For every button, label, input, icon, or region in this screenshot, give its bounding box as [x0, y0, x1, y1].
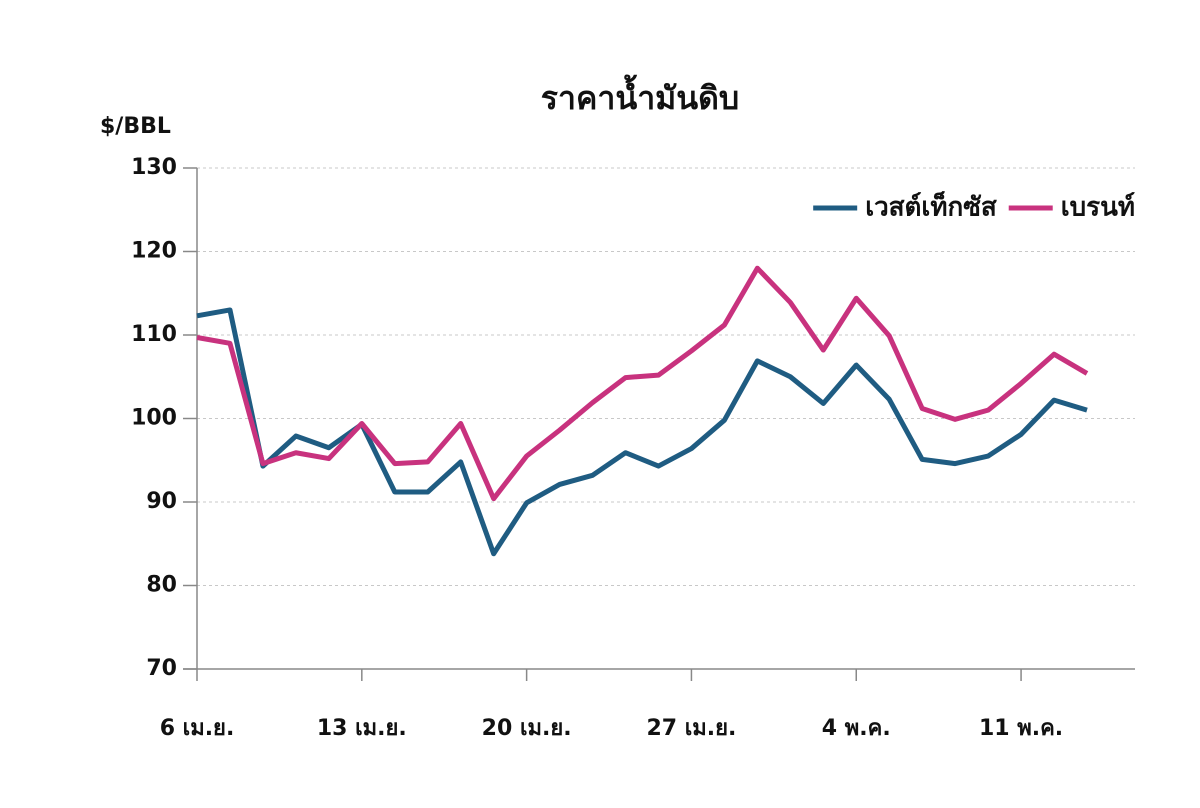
x-tick-label: 11 พ.ค. [979, 716, 1063, 741]
series-line [196, 265, 1089, 502]
x-tick-label: 4 พ.ค. [822, 716, 891, 741]
y-tick-label: 100 [131, 406, 177, 431]
legend-label: เวสต์เท็กซัส [865, 191, 997, 223]
series-line [196, 307, 1088, 557]
y-tick-label: 120 [131, 239, 177, 264]
chart-title: ราคาน้ำมันดิบ [541, 74, 739, 117]
x-tick-label: 20 เม.ย. [482, 716, 572, 741]
y-tick-label: 80 [146, 573, 177, 598]
y-tick-label: 110 [131, 322, 177, 347]
y-axis-label: $/BBL [100, 114, 171, 139]
x-tick-label: 27 เม.ย. [646, 716, 736, 741]
legend-label: เบรนท์ [1061, 192, 1135, 223]
x-tick-label: 6 เม.ย. [160, 716, 235, 741]
x-tick-label: 13 เม.ย. [317, 716, 407, 741]
y-tick-label: 70 [146, 656, 177, 681]
y-tick-label: 130 [131, 155, 177, 180]
y-tick-label: 90 [146, 489, 177, 514]
